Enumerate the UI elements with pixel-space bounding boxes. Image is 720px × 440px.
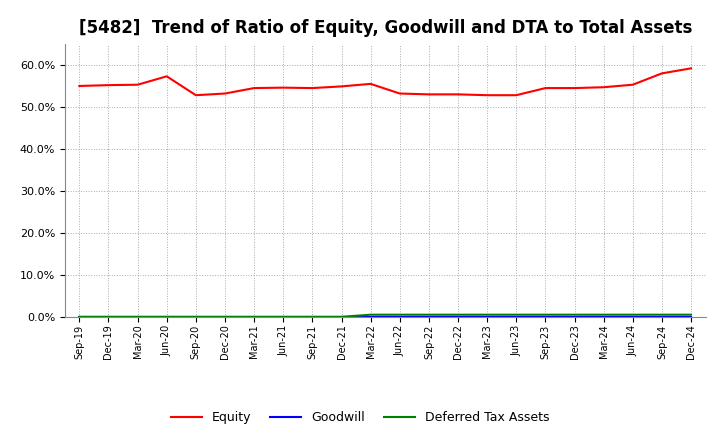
Equity bbox=[366, 81, 375, 87]
Deferred Tax Assets bbox=[163, 314, 171, 319]
Deferred Tax Assets bbox=[425, 312, 433, 317]
Equity bbox=[454, 92, 462, 97]
Equity bbox=[308, 85, 317, 91]
Equity bbox=[192, 92, 200, 98]
Deferred Tax Assets bbox=[104, 314, 113, 319]
Deferred Tax Assets bbox=[541, 312, 550, 317]
Goodwill bbox=[454, 314, 462, 319]
Equity bbox=[599, 84, 608, 90]
Legend: Equity, Goodwill, Deferred Tax Assets: Equity, Goodwill, Deferred Tax Assets bbox=[166, 407, 554, 429]
Goodwill bbox=[104, 314, 113, 319]
Goodwill bbox=[483, 314, 492, 319]
Deferred Tax Assets bbox=[279, 314, 287, 319]
Equity bbox=[395, 91, 404, 96]
Deferred Tax Assets bbox=[308, 314, 317, 319]
Deferred Tax Assets bbox=[629, 312, 637, 317]
Equity bbox=[657, 71, 666, 76]
Equity bbox=[250, 85, 258, 91]
Equity bbox=[163, 73, 171, 79]
Deferred Tax Assets bbox=[454, 312, 462, 317]
Deferred Tax Assets bbox=[250, 314, 258, 319]
Deferred Tax Assets bbox=[687, 312, 696, 317]
Deferred Tax Assets bbox=[657, 312, 666, 317]
Goodwill bbox=[250, 314, 258, 319]
Goodwill bbox=[279, 314, 287, 319]
Goodwill bbox=[366, 314, 375, 319]
Goodwill bbox=[308, 314, 317, 319]
Equity bbox=[337, 84, 346, 89]
Equity bbox=[133, 82, 142, 88]
Equity bbox=[629, 82, 637, 88]
Equity bbox=[570, 85, 579, 91]
Deferred Tax Assets bbox=[75, 314, 84, 319]
Deferred Tax Assets bbox=[599, 312, 608, 317]
Deferred Tax Assets bbox=[220, 314, 229, 319]
Deferred Tax Assets bbox=[133, 314, 142, 319]
Equity bbox=[687, 66, 696, 71]
Goodwill bbox=[425, 314, 433, 319]
Goodwill bbox=[629, 314, 637, 319]
Equity bbox=[425, 92, 433, 97]
Deferred Tax Assets bbox=[192, 314, 200, 319]
Goodwill bbox=[512, 314, 521, 319]
Goodwill bbox=[220, 314, 229, 319]
Deferred Tax Assets bbox=[483, 312, 492, 317]
Deferred Tax Assets bbox=[570, 312, 579, 317]
Title: [5482]  Trend of Ratio of Equity, Goodwill and DTA to Total Assets: [5482] Trend of Ratio of Equity, Goodwil… bbox=[78, 19, 692, 37]
Deferred Tax Assets bbox=[395, 312, 404, 317]
Line: Deferred Tax Assets: Deferred Tax Assets bbox=[79, 315, 691, 317]
Goodwill bbox=[163, 314, 171, 319]
Goodwill bbox=[687, 314, 696, 319]
Deferred Tax Assets bbox=[366, 312, 375, 317]
Deferred Tax Assets bbox=[337, 314, 346, 319]
Goodwill bbox=[133, 314, 142, 319]
Goodwill bbox=[541, 314, 550, 319]
Goodwill bbox=[657, 314, 666, 319]
Equity bbox=[104, 82, 113, 88]
Equity bbox=[483, 92, 492, 98]
Goodwill bbox=[395, 314, 404, 319]
Equity bbox=[279, 85, 287, 90]
Line: Equity: Equity bbox=[79, 68, 691, 95]
Equity bbox=[75, 83, 84, 88]
Goodwill bbox=[570, 314, 579, 319]
Goodwill bbox=[75, 314, 84, 319]
Equity bbox=[541, 85, 550, 91]
Goodwill bbox=[337, 314, 346, 319]
Goodwill bbox=[599, 314, 608, 319]
Deferred Tax Assets bbox=[512, 312, 521, 317]
Goodwill bbox=[192, 314, 200, 319]
Equity bbox=[220, 91, 229, 96]
Equity bbox=[512, 92, 521, 98]
